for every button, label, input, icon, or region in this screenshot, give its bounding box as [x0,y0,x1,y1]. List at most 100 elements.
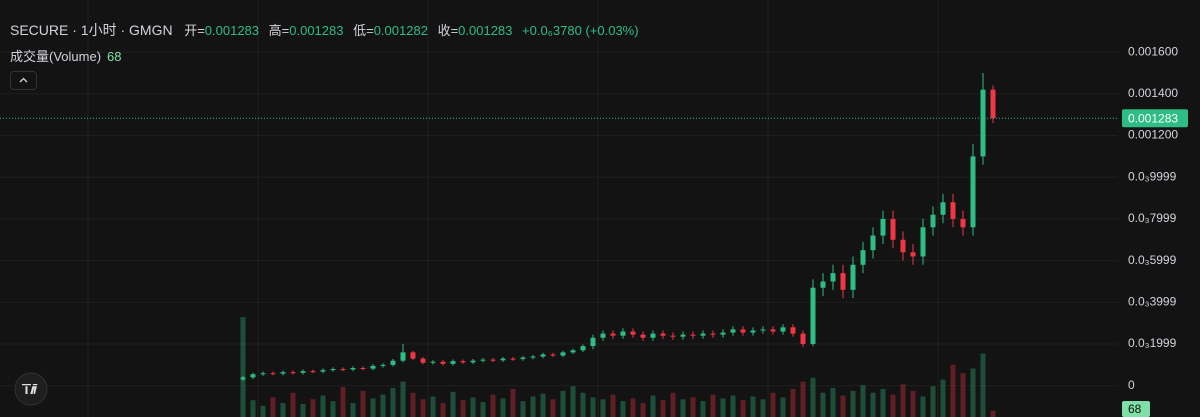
candle-body [410,352,416,359]
candle-body [310,371,316,373]
volume-bar [850,390,856,417]
volume-bar [350,403,356,417]
vertical-grid [87,0,939,417]
candle-body [370,365,376,369]
volume-bar [340,387,346,417]
volume-bar [760,399,766,417]
candle-body [900,239,906,253]
candle-body [950,202,956,219]
y-tick-label: 0 [1128,378,1135,392]
volume-bar [930,386,936,417]
last-volume-tag [1122,401,1150,417]
volume-bar [440,403,446,417]
volume-bar [670,392,676,417]
candle-body [840,273,846,290]
ohlc-value: 0.001282 [373,23,428,38]
candle-body [890,218,896,240]
legend: SECURE · 1小时 · GMGN 开=0.001283 高=0.00128… [10,20,645,40]
candle-body [810,287,816,345]
volume-bar [730,395,736,417]
candle-body [740,329,746,333]
candle-body [910,252,916,257]
volume-bar [310,399,316,417]
volume-bar [950,364,956,417]
volume-bar [250,400,256,417]
volume-bar [690,397,696,417]
volume-bar [840,395,846,417]
candle-body [300,371,306,373]
y-tick-label: 0.001400 [1128,86,1178,100]
volume-bar [770,392,776,417]
volume-bar [380,394,386,417]
candle-body [970,156,976,228]
volume-bar [790,389,796,417]
candle-body [720,332,726,335]
collapse-button[interactable] [10,71,37,90]
candle-body [640,334,646,338]
candle-body [490,359,496,361]
volume-bar [260,405,266,417]
candle-body [420,358,426,363]
last-price-tag [1122,109,1188,128]
volume-bar [430,396,436,417]
candle-body [980,89,986,157]
volume-bar [450,391,456,417]
candle-body [550,354,556,356]
volume-bar [540,393,546,417]
volume-bar [620,401,626,417]
candle-body [680,334,686,337]
logo-circle [14,372,48,406]
candle-body [530,356,536,358]
volume-bar [550,399,556,417]
volume-bar [880,389,886,417]
candle-body [440,361,446,364]
candle-body [830,273,836,282]
symbol-title: SECURE · 1小时 · GMGN [10,22,173,38]
candle-body [610,333,616,336]
volume-bar [390,388,396,417]
candle-body [270,373,276,375]
volume-bar [660,400,666,417]
volume-bar [570,386,576,417]
ohlc-label: 开= [184,23,205,38]
volume-bar [290,392,296,417]
volume-bar [860,385,866,417]
volume-bar [240,317,246,417]
candle-body [540,354,546,357]
candle-body [930,214,936,228]
candle-body [400,352,406,361]
candle-body [700,333,706,336]
candle-body [880,218,886,236]
candle-body [660,333,666,336]
volume-bar [990,410,996,417]
volume-bar [750,396,756,417]
volume-bar [590,397,596,417]
change: +0.0₆3780 (+0.03%) [522,23,639,38]
volume-bar [710,394,716,417]
candle-body [360,368,366,370]
volume-bar [720,398,726,417]
candle-body [570,350,576,353]
candle-body [250,374,256,378]
candle-body [580,346,586,351]
candle-body [820,281,826,288]
volume-bar [300,403,306,417]
y-tick-label: 0.0₃3999 [1128,295,1177,309]
candle-body [260,373,266,375]
candle-body [920,227,926,257]
candle-body [450,361,456,364]
ohlc-value: 0.001283 [289,23,344,38]
candle-body [340,369,346,371]
volume-bar [890,394,896,417]
y-tick-label: 0.0₃5999 [1128,253,1177,267]
candle-body [790,327,796,334]
volume-bar [910,390,916,417]
candle-body [940,202,946,215]
volume-legend: 成交量(Volume) 68 [10,46,122,65]
y-tick-label: 0.0₃9999 [1128,169,1177,183]
volume-bar [510,389,516,417]
candle-body [750,330,756,333]
volume-bar [960,373,966,417]
